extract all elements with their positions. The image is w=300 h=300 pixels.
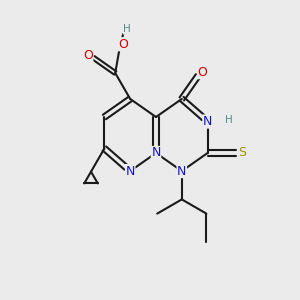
Text: H: H xyxy=(225,115,233,125)
Text: O: O xyxy=(83,49,93,62)
Text: N: N xyxy=(177,165,187,178)
Text: S: S xyxy=(238,146,247,160)
Text: N: N xyxy=(151,146,161,160)
Text: O: O xyxy=(198,66,208,79)
Text: N: N xyxy=(203,115,212,128)
Text: O: O xyxy=(118,38,128,51)
Text: H: H xyxy=(124,24,131,34)
Text: N: N xyxy=(125,165,135,178)
